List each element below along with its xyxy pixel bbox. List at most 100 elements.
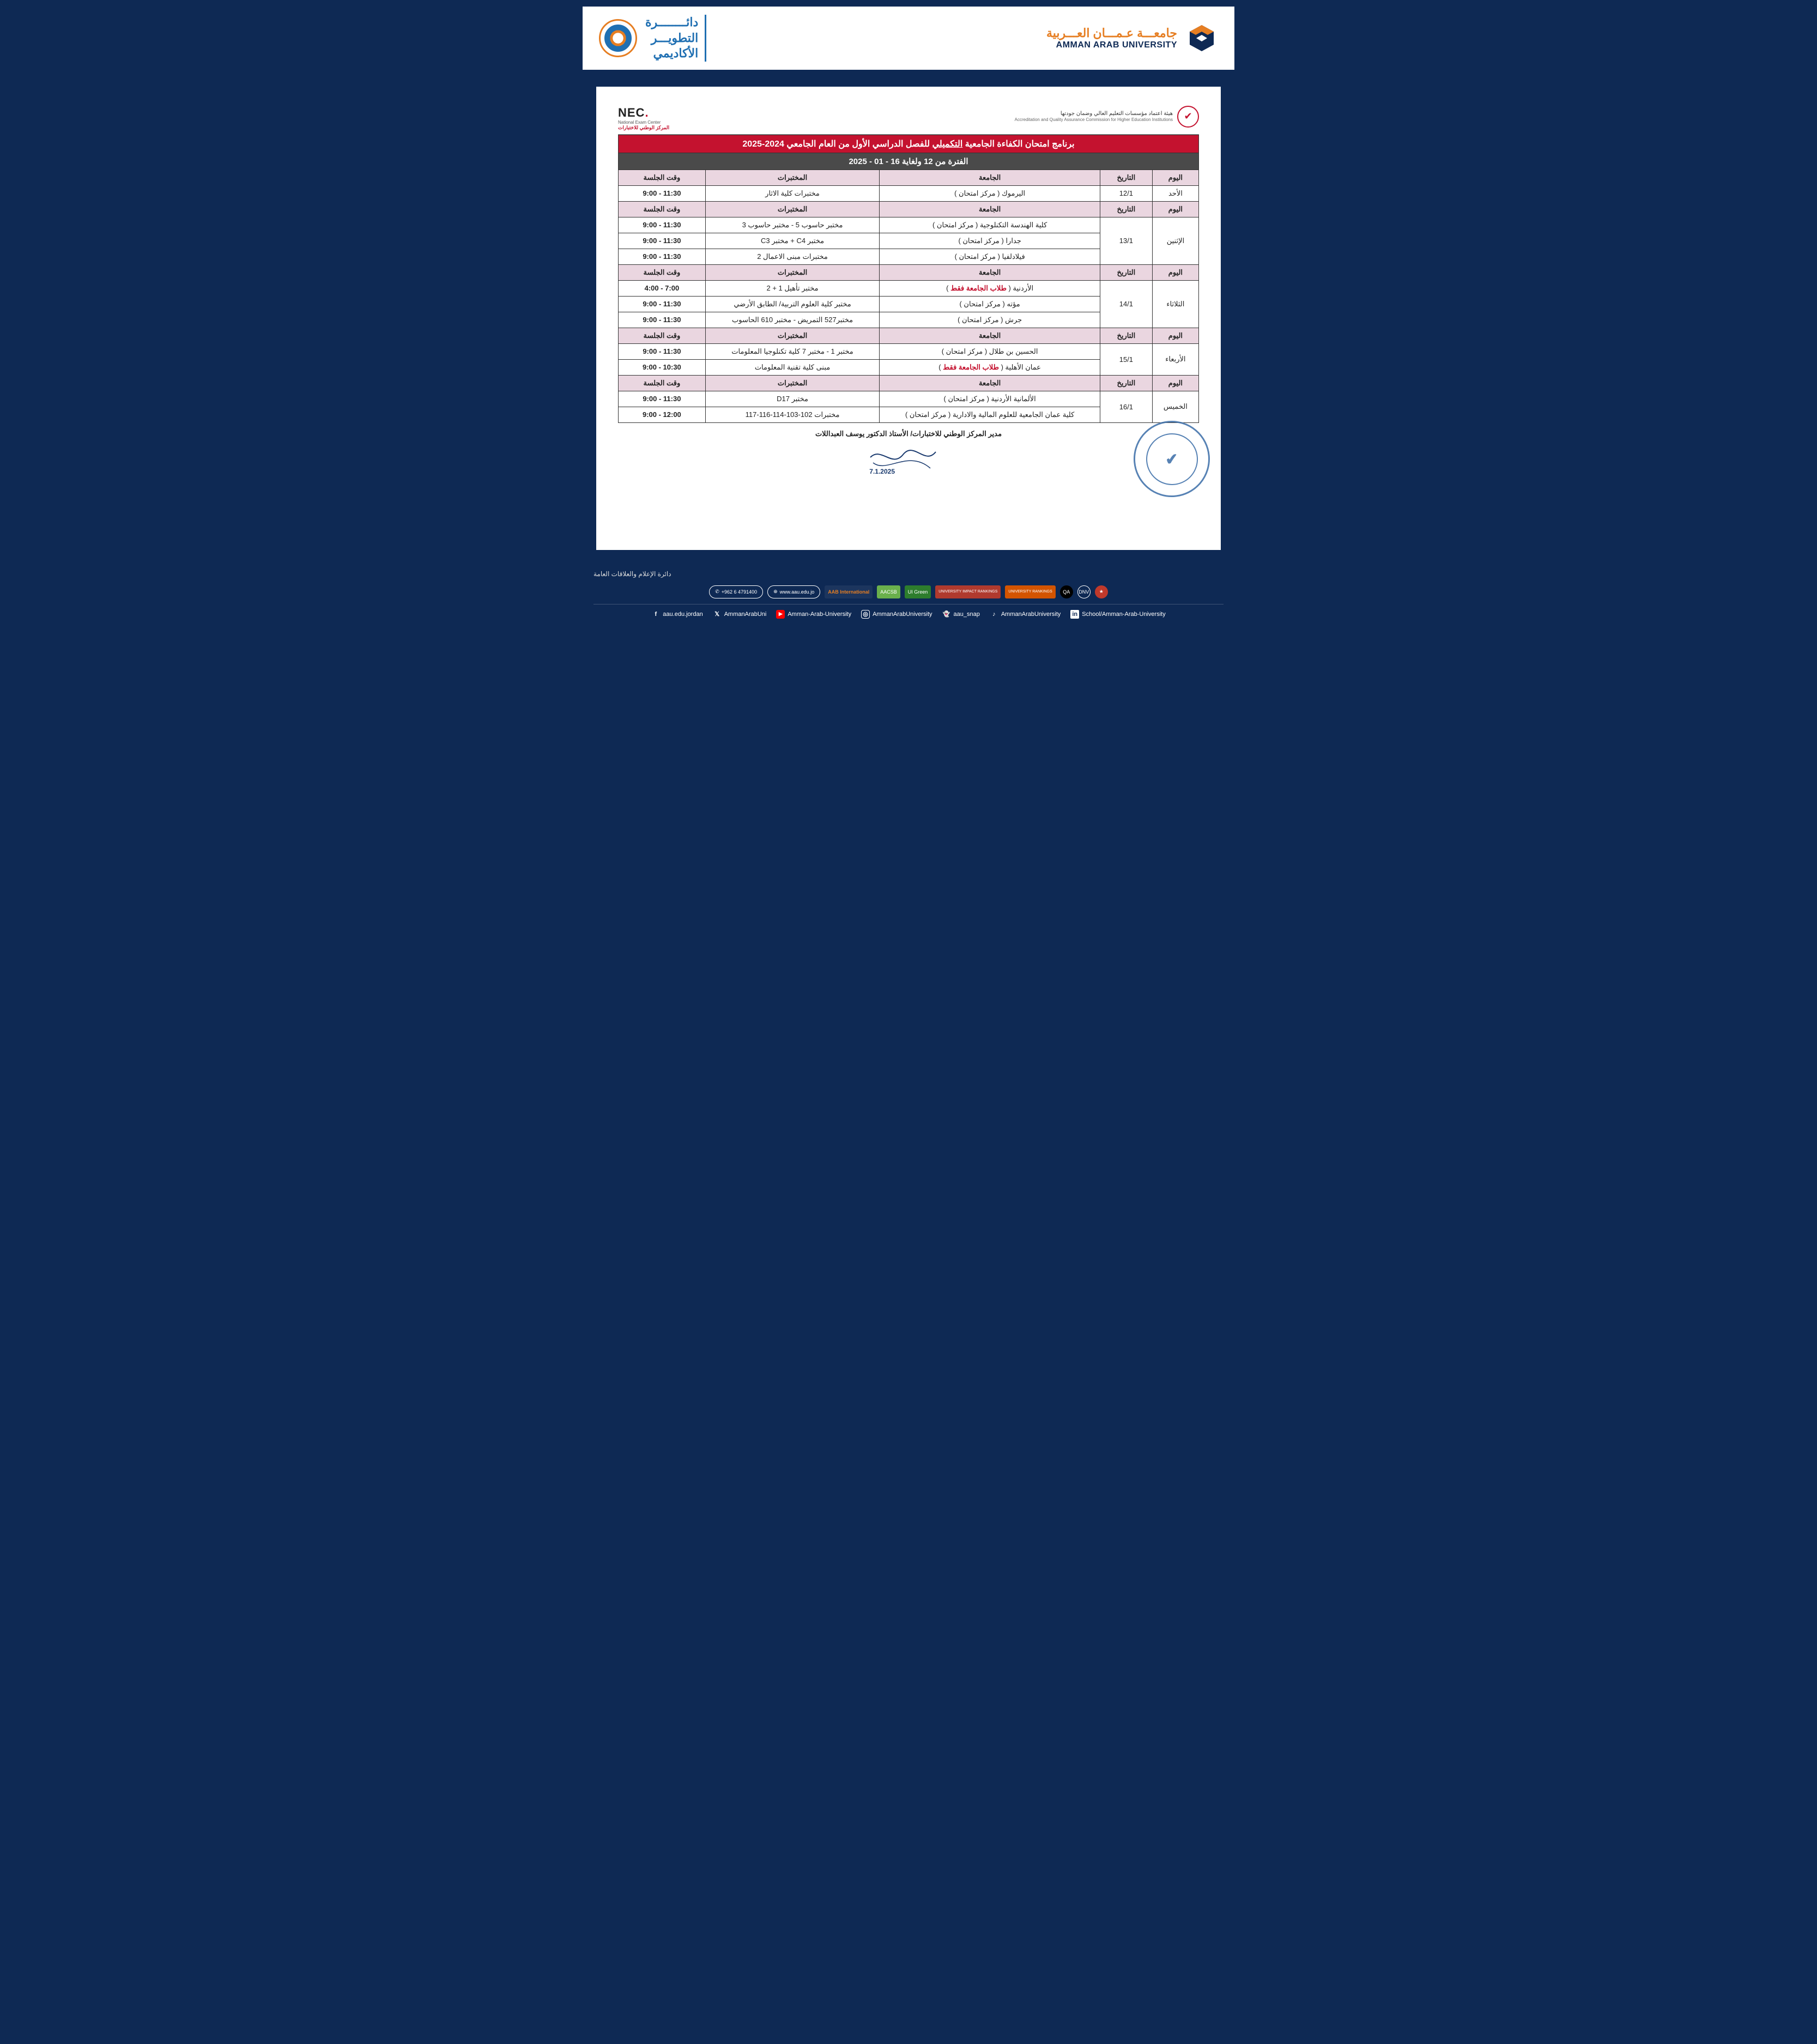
head-day: اليوم [1152,170,1198,185]
social-label: aau_snap [954,611,980,618]
head-date: التاريخ [1100,375,1152,391]
social-icon: ▶ [776,610,785,619]
cell-time: 9:00 - 11:30 [619,296,706,312]
aab-badge: AAB International [825,585,873,598]
cell-university: كلية الهندسة التكنلوجية ( مركز امتحان ) [880,217,1100,233]
cell-lab: مختبر D17 [705,391,880,407]
aacsb-badge: AACSB [877,585,900,598]
cell-time: 9:00 - 11:30 [619,217,706,233]
heac-logo-icon: ✔ [1177,106,1199,128]
head-lab: المختبرات [705,375,880,391]
head-date: التاريخ [1100,170,1152,185]
head-day: اليوم [1152,328,1198,343]
cell-time: 9:00 - 12:00 [619,407,706,422]
head-time: وقت الجلسة [619,375,706,391]
head-date: التاريخ [1100,264,1152,280]
table-head-row: اليومالتاريخالجامعةالمختبراتوقت الجلسة [619,201,1199,217]
phone-icon: ✆ [715,589,719,595]
head-day: اليوم [1152,375,1198,391]
cell-time: 9:00 - 11:30 [619,312,706,328]
table-head-row: اليومالتاريخالجامعةالمختبراتوقت الجلسة [619,328,1199,343]
head-lab: المختبرات [705,264,880,280]
cell-university: اليرموك ( مركز امتحان ) [880,185,1100,201]
schedule-body: اليومالتاريخالجامعةالمختبراتوقت الجلسةال… [619,170,1199,422]
head-lab: المختبرات [705,201,880,217]
social-link[interactable]: ♪AmmanArabUniversity [990,610,1061,619]
cell-day: الأربعاء [1152,343,1198,375]
cell-lab: مختبر حاسوب 5 - مختبر حاسوب 3 [705,217,880,233]
social-label: Amman-Arab-University [788,611,851,618]
social-link[interactable]: inSchool/Amman-Arab-University [1070,610,1165,619]
cell-lab: مختبر تأهيل 1 + 2 [705,280,880,296]
document-header: ✔ هيئة اعتماد مؤسسات التعليم العالي وضما… [618,106,1199,135]
cell-day: الخميس [1152,391,1198,422]
signature-line: مدير المركز الوطني للاختبارات/ الأستاذ ا… [618,430,1199,438]
table-head-row: اليومالتاريخالجامعةالمختبراتوقت الجلسة [619,264,1199,280]
header-university-block: جامعـــة عـمـــان العـــربية AMMAN ARAB … [1046,22,1218,55]
cell-university: الحسين بن طلال ( مركز امتحان ) [880,343,1100,359]
aau-text: جامعـــة عـمـــان العـــربية AMMAN ARAB … [1046,26,1177,50]
cell-time: 9:00 - 11:30 [619,343,706,359]
table-row: الأحد12/1اليرموك ( مركز امتحان )مختبرات … [619,185,1199,201]
social-label: aau.edu.jordan [663,611,702,618]
website-badge[interactable]: ⊕ www.aau.edu.jo [767,585,820,598]
cell-university: جدارا ( مركز امتحان ) [880,233,1100,249]
social-link[interactable]: 𝕏AmmanArabUni [713,610,767,619]
social-icon: f [651,610,660,619]
university-name-ar: جامعـــة عـمـــان العـــربية [1046,26,1177,40]
head-time: وقت الجلسة [619,328,706,343]
head-day: اليوم [1152,201,1198,217]
table-head-row: اليومالتاريخالجامعةالمختبراتوقت الجلسة [619,375,1199,391]
head-uni: الجامعة [880,170,1100,185]
social-icon: ◎ [861,610,870,619]
cell-lab: مبنى كلية تقنية المعلومات [705,359,880,375]
university-rankings-badge: UNIVERSITY RANKINGS [1005,585,1055,598]
page: جامعـــة عـمـــان العـــربية AMMAN ARAB … [582,5,1235,626]
cell-lab: مختبرات 102-103-114-116-117 [705,407,880,422]
head-uni: الجامعة [880,328,1100,343]
head-time: وقت الجلسة [619,264,706,280]
svg-text:7.1.2025: 7.1.2025 [869,468,895,475]
cell-time: 9:00 - 11:30 [619,233,706,249]
header-department-block: دائــــــــرة التطويـــر الأكاديمي [599,15,706,62]
head-uni: الجامعة [880,201,1100,217]
social-link[interactable]: 👻aau_snap [942,610,980,619]
cell-time: 9:00 - 10:30 [619,359,706,375]
social-label: AmmanArabUni [724,611,767,618]
phone-badge[interactable]: ✆ +962 6 4791400 [709,585,763,598]
head-uni: الجامعة [880,375,1100,391]
cell-university: جرش ( مركز امتحان ) [880,312,1100,328]
head-day: اليوم [1152,264,1198,280]
cell-date: 15/1 [1100,343,1152,375]
cell-lab: مختبر527 التمريض - مختبر 610 الحاسوب [705,312,880,328]
cell-university: الأردنية ( طلاب الجامعة فقط ) [880,280,1100,296]
cell-day: الثلاثاء [1152,280,1198,328]
social-link[interactable]: ◎AmmanArabUniversity [861,610,932,619]
cell-lab: مختبر C4 + مختبر C3 [705,233,880,249]
signature-scribble-icon: 7.1.2025 [865,444,952,478]
cell-day: الإثنين [1152,217,1198,264]
students-only-note: طلاب الجامعة فقط [950,284,1007,292]
dnv-badge: DNV [1077,585,1091,598]
department-name: دائــــــــرة التطويـــر الأكاديمي [645,15,706,62]
social-label: AmmanArabUniversity [873,611,932,618]
social-link[interactable]: faau.edu.jordan [651,610,702,619]
cell-date: 12/1 [1100,185,1152,201]
cell-university: عمان الأهلية ( طلاب الجامعة فقط ) [880,359,1100,375]
qa-center-logo-icon [599,19,637,57]
cell-university: مؤته ( مركز امتحان ) [880,296,1100,312]
footer-social: faau.edu.jordan 𝕏AmmanArabUni ▶Amman-Arab-… [593,604,1224,619]
social-icon: in [1070,610,1079,619]
cell-lab: مختبر 1 - مختبر 7 كلية تكنلوجيا المعلوما… [705,343,880,359]
document: ✔ هيئة اعتماد مؤسسات التعليم العالي وضما… [596,87,1221,550]
social-link[interactable]: ▶Amman-Arab-University [776,610,851,619]
header: جامعـــة عـمـــان العـــربية AMMAN ARAB … [583,7,1234,73]
department-line-2: التطويـــر [645,31,698,46]
phone-number: +962 6 4791400 [722,589,757,595]
table-row: الأربعاء15/1الحسين بن طلال ( مركز امتحان… [619,343,1199,359]
cell-lab: مختبر كلية العلوم التربية/ الطابق الأرضي [705,296,880,312]
ui-green-badge: UI Green [905,585,931,598]
cell-university: الألمانية الأردنية ( مركز امتحان ) [880,391,1100,407]
nec-sub-ar: المركز الوطني للاختبارات [618,125,669,131]
table-row: الثلاثاء14/1الأردنية ( طلاب الجامعة فقط … [619,280,1199,296]
